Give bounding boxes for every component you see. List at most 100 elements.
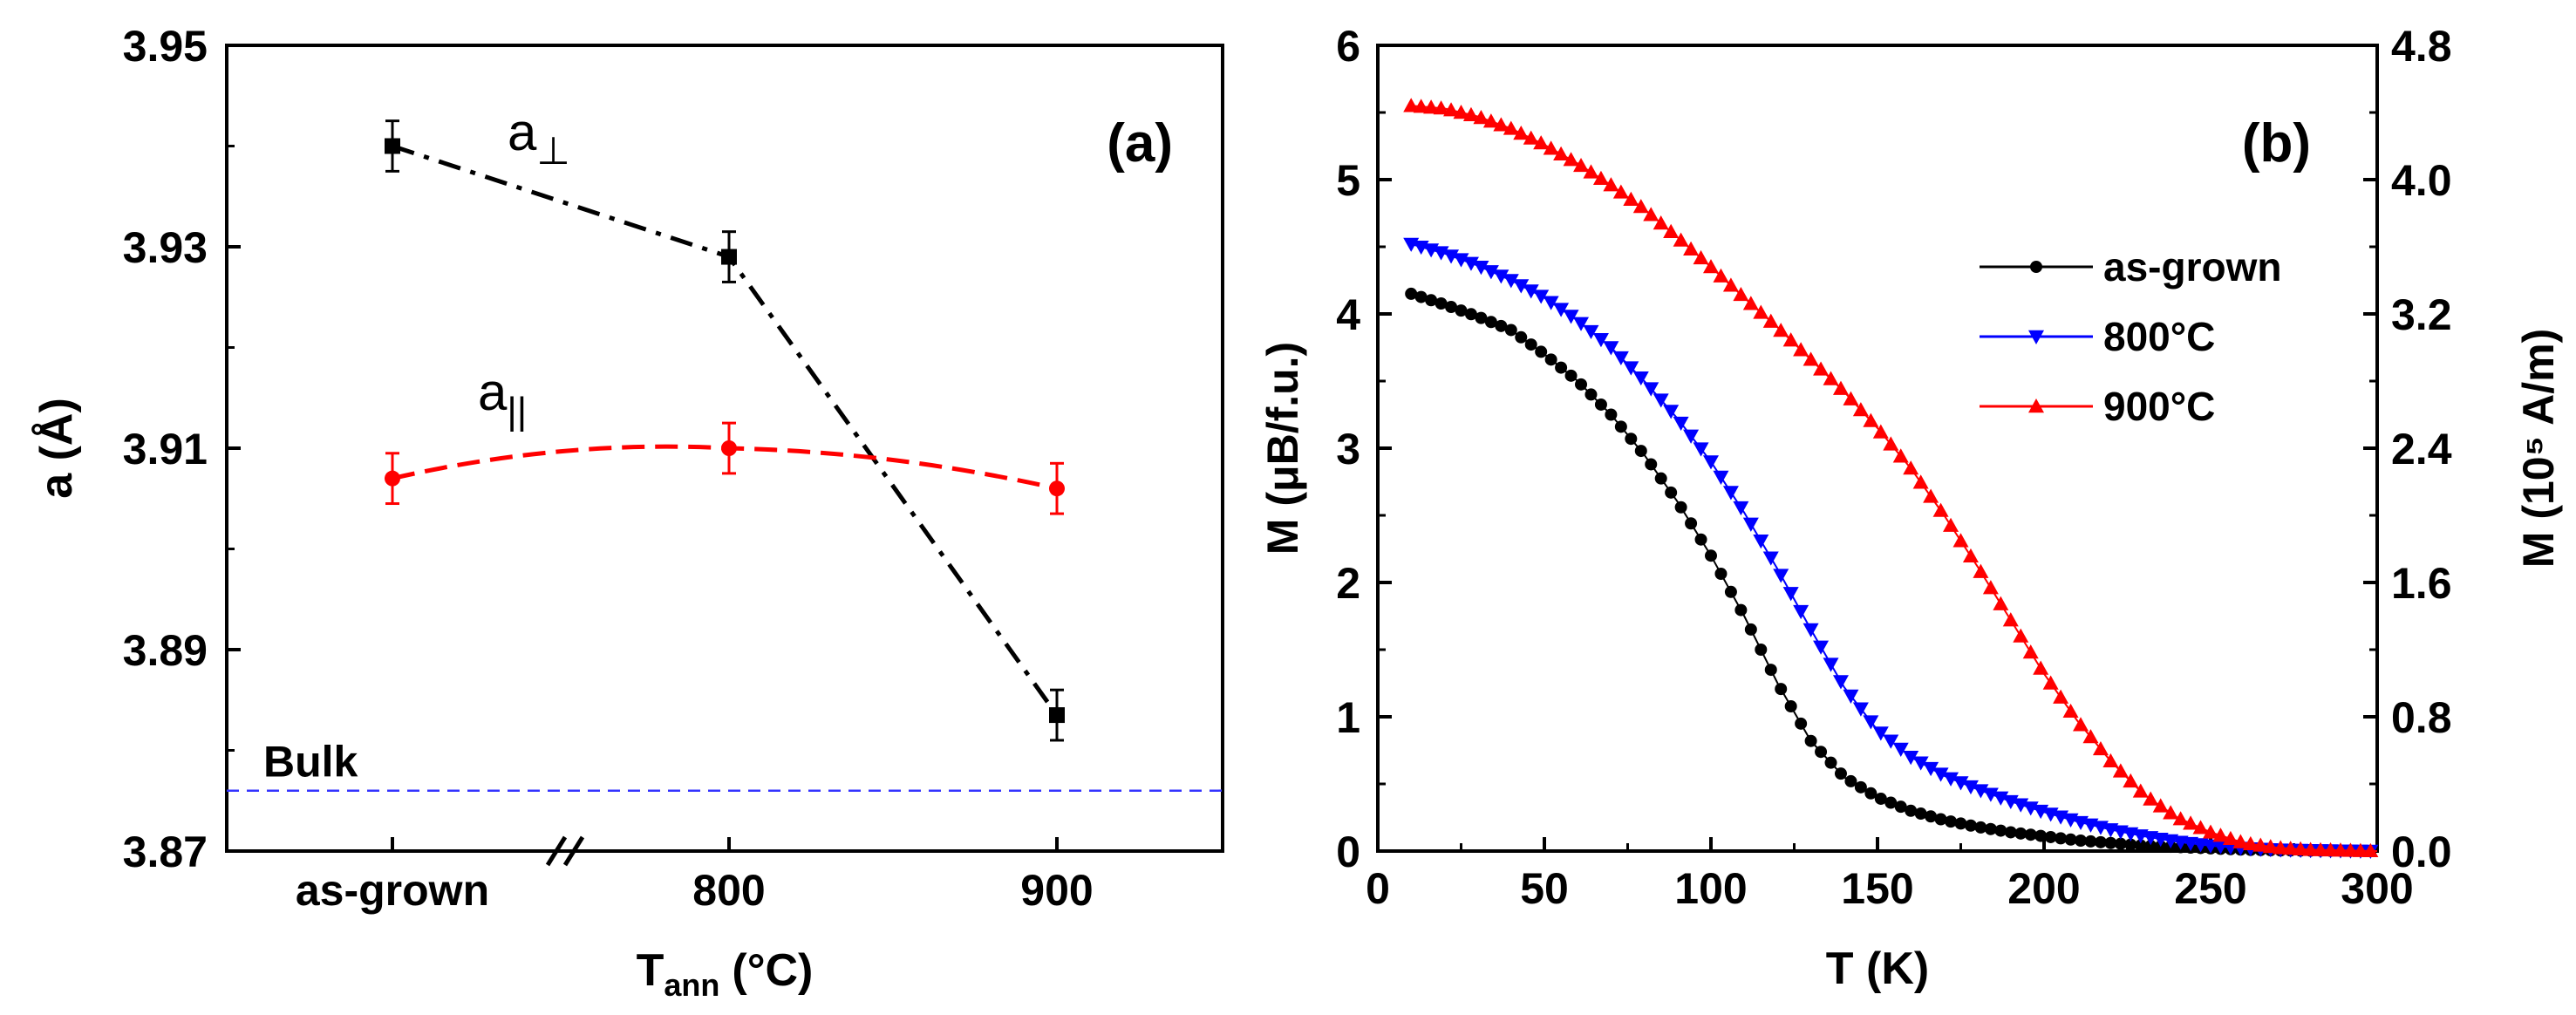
data-point — [1543, 140, 1559, 155]
data-point — [1594, 398, 1607, 411]
data-point — [2212, 828, 2229, 842]
data-point — [2252, 837, 2269, 852]
data-point — [1475, 311, 1488, 324]
data-point — [2242, 835, 2259, 851]
panel-a-x-ticks: as-grown 800 900 — [296, 837, 1094, 915]
data-point — [1883, 734, 1899, 749]
panel-a-series: a⊥a|| — [385, 103, 1065, 742]
data-point — [1533, 135, 1550, 150]
data-point — [1645, 458, 1658, 471]
panel-b-left-y-ticks: 0 1 2 3 4 5 6 — [1336, 22, 1392, 876]
x-tick-label: 0 — [1366, 864, 1390, 913]
series-as-grown — [1405, 287, 2378, 857]
panel-a-y-ticks: 3.87 3.89 3.91 3.93 3.95 — [123, 22, 241, 876]
data-point — [1982, 580, 1999, 595]
data-point — [1513, 126, 1530, 140]
data-point — [1903, 460, 1919, 475]
data-point — [1443, 249, 1460, 264]
data-point — [1722, 486, 1739, 501]
data-point — [1823, 371, 1839, 385]
data-point — [1473, 110, 1489, 125]
data-point — [1793, 604, 1809, 620]
data-point — [2062, 703, 2079, 719]
data-point — [2144, 840, 2157, 853]
data-point — [385, 138, 400, 154]
data-point — [2203, 824, 2218, 839]
data-point — [2302, 841, 2319, 856]
data-point — [1503, 120, 1519, 135]
series-label-main: a — [508, 103, 537, 161]
series-a-perp: a⊥ — [385, 103, 1065, 742]
data-point — [2134, 839, 2147, 852]
data-point — [1974, 821, 1987, 834]
data-point — [1762, 551, 1779, 566]
x-tick-label: 300 — [2341, 864, 2413, 913]
data-point — [2152, 798, 2169, 813]
data-point — [721, 440, 737, 456]
data-point — [1892, 448, 1909, 463]
data-point — [1832, 380, 1849, 395]
data-point — [1705, 549, 1717, 562]
x-tick-label: 50 — [1520, 864, 1569, 913]
data-point — [2002, 612, 2019, 627]
data-point — [1453, 253, 1469, 268]
data-point — [2273, 840, 2289, 855]
data-point — [1674, 501, 1687, 514]
data-point — [1493, 269, 1509, 284]
data-point — [2172, 811, 2189, 826]
data-point — [1405, 287, 1418, 300]
data-point — [1962, 548, 1979, 563]
data-point — [1932, 502, 1949, 517]
y-tick-label: 3.93 — [123, 223, 208, 272]
data-point — [1742, 296, 1759, 310]
data-point — [1425, 294, 1438, 307]
data-point — [1795, 717, 1808, 730]
data-point — [1943, 517, 1959, 532]
data-point — [1744, 623, 1757, 636]
y-tick-label: 1.6 — [2391, 559, 2452, 608]
data-point — [1733, 286, 1749, 302]
x-tick-label: 150 — [1841, 864, 1913, 913]
data-point — [1423, 99, 1440, 114]
data-point — [1872, 726, 1889, 741]
data-point — [2004, 826, 2017, 839]
data-point — [2124, 838, 2137, 851]
data-point — [1925, 810, 1938, 823]
data-point — [1564, 369, 1578, 382]
data-point — [1713, 268, 1729, 283]
data-point — [2114, 837, 2127, 850]
data-point — [1573, 157, 1590, 173]
legend-label: 800°C — [2103, 314, 2215, 359]
data-point — [2362, 842, 2379, 858]
data-point — [1844, 774, 1857, 787]
data-point — [1663, 405, 1680, 419]
data-point — [1734, 603, 1748, 616]
x-tick-label: 800 — [692, 866, 765, 915]
data-point — [1482, 265, 1499, 280]
panel-b-right-y-ticks: 0.0 0.8 1.6 2.4 3.2 4.0 4.8 — [2363, 22, 2452, 876]
data-point — [2183, 815, 2199, 830]
data-point — [1473, 261, 1489, 276]
x-tick-label: 100 — [1674, 864, 1747, 913]
data-point — [1683, 241, 1700, 255]
data-point — [2013, 628, 2029, 643]
data-point — [1453, 105, 1469, 119]
data-point — [1482, 113, 1499, 128]
data-point — [1994, 824, 2007, 837]
data-point — [1852, 702, 1869, 717]
y-tick-label: 3.95 — [123, 22, 208, 71]
data-point — [1852, 402, 1869, 417]
data-point — [1982, 787, 1999, 802]
axis-break-mark — [545, 835, 585, 867]
data-point — [1932, 767, 1949, 782]
data-point — [1543, 296, 1559, 310]
data-point — [1553, 303, 1570, 317]
data-point — [1803, 623, 1819, 637]
data-point — [1544, 353, 1557, 366]
data-point — [2033, 660, 2049, 675]
data-point — [2293, 841, 2309, 855]
data-point — [1625, 433, 1638, 446]
data-point — [1614, 420, 1627, 433]
data-point — [1984, 822, 1997, 835]
data-point — [1533, 290, 1550, 304]
